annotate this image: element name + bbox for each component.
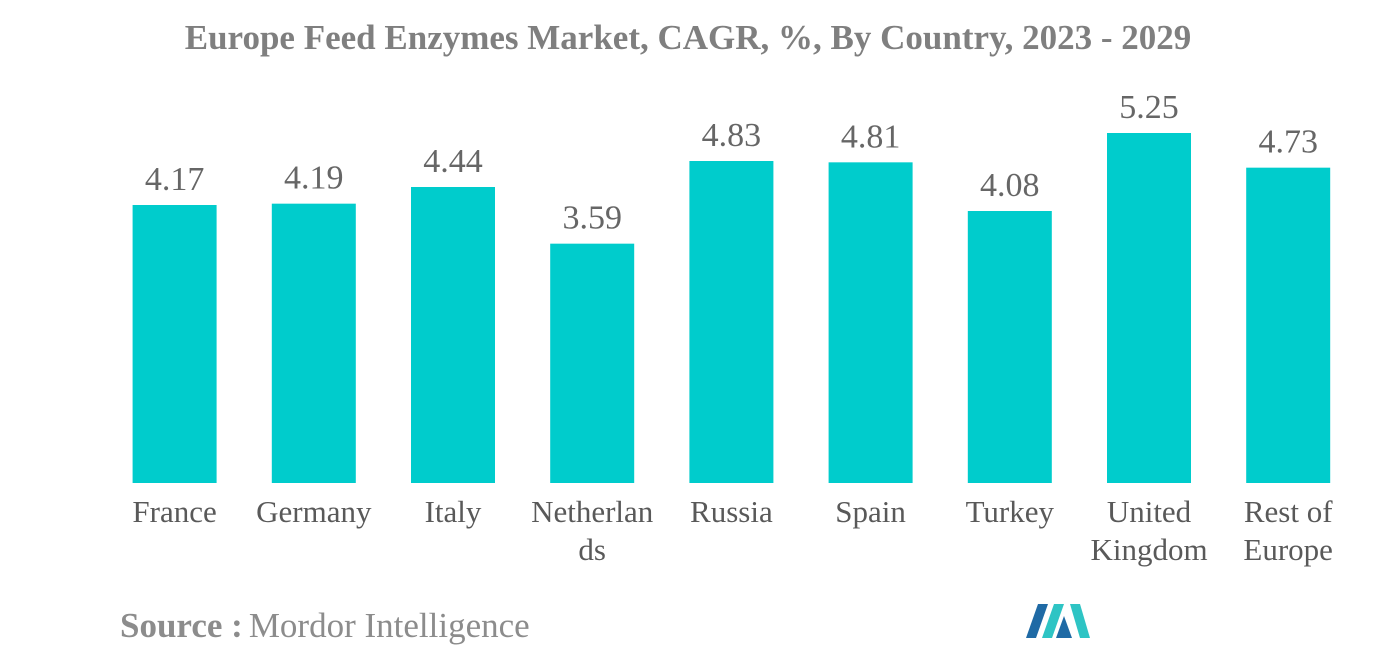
- x-tick-label-7-line-1: Kingdom: [1090, 532, 1207, 567]
- x-tick-label-8-line-1: Europe: [1243, 532, 1333, 567]
- x-tick-label-7-line-0: United: [1107, 494, 1192, 529]
- data-label-4: 4.83: [702, 117, 762, 154]
- bar-7: [1107, 133, 1191, 483]
- x-tick-label-3-line-0: Netherlan: [531, 494, 654, 529]
- bar-8: [1246, 167, 1331, 483]
- value-labels-layer: 4.17 4.19 4.44 3.59 4.83 4.81 4.08 5.25 4.73: [145, 89, 1318, 237]
- bar-5: [828, 162, 913, 484]
- source-note: Source : Mordor Intelligence: [120, 606, 530, 646]
- x-tick-label-5: Spain: [835, 494, 906, 529]
- data-label-7: 5.25: [1119, 89, 1179, 126]
- bar-6: [967, 211, 1052, 483]
- x-tick-label-1: Germany: [256, 494, 372, 529]
- chart-title: Europe Feed Enzymes Market, CAGR, %, By …: [184, 18, 1192, 57]
- source-label: Source :: [120, 606, 243, 645]
- x-tick-label-8-line-0: Rest of: [1244, 494, 1333, 529]
- bar-0: [132, 205, 217, 483]
- x-tick-label-2: Italy: [425, 494, 482, 529]
- bar-1: [271, 203, 356, 483]
- x-tick-label-6: Turkey: [966, 494, 1055, 529]
- mordor-intelligence-logo-icon: [1026, 604, 1090, 638]
- logo-shape-center: [1056, 616, 1072, 638]
- bar-4: [689, 161, 774, 483]
- data-label-3: 3.59: [562, 200, 622, 237]
- bar-3: [550, 243, 635, 483]
- data-label-5: 4.81: [841, 118, 901, 155]
- x-tick-label-4: Russia: [690, 494, 773, 529]
- data-label-2: 4.44: [423, 143, 483, 180]
- x-tick-label-0: France: [132, 494, 216, 529]
- logo-shape-left: [1026, 604, 1048, 638]
- data-label-1: 4.19: [284, 160, 344, 197]
- x-tick-label-3-line-1: ds: [578, 532, 606, 567]
- source-text: Mordor Intelligence: [248, 606, 530, 645]
- data-label-0: 4.17: [145, 161, 205, 198]
- data-label-8: 4.73: [1258, 124, 1318, 161]
- logo-shape-mid: [1042, 604, 1064, 638]
- bars-layer: [132, 133, 1331, 484]
- logo-shape-right: [1070, 604, 1090, 638]
- data-label-6: 4.08: [980, 167, 1040, 204]
- bar-2: [411, 187, 495, 483]
